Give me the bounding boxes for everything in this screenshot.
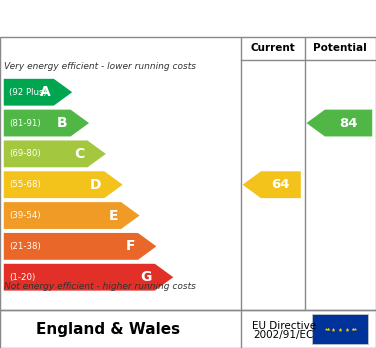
Text: (55-68): (55-68)	[9, 180, 41, 189]
Text: (39-54): (39-54)	[9, 211, 41, 220]
Text: (69-80): (69-80)	[9, 149, 41, 158]
Text: (81-91): (81-91)	[9, 119, 41, 128]
Polygon shape	[4, 233, 156, 260]
Text: D: D	[90, 178, 101, 192]
Text: 2002/91/EC: 2002/91/EC	[254, 330, 314, 340]
Text: C: C	[74, 147, 85, 161]
Text: EU Directive: EU Directive	[252, 321, 316, 331]
Text: England & Wales: England & Wales	[36, 322, 180, 337]
Polygon shape	[306, 110, 372, 136]
Text: A: A	[40, 85, 51, 99]
Text: Not energy efficient - higher running costs: Not energy efficient - higher running co…	[4, 282, 196, 291]
Text: 84: 84	[339, 117, 358, 129]
Bar	[312, 314, 368, 344]
Text: 64: 64	[271, 178, 290, 191]
Text: Potential: Potential	[314, 43, 367, 53]
Polygon shape	[4, 264, 173, 291]
Text: (92 Plus): (92 Plus)	[9, 88, 47, 97]
Text: Energy Efficiency Rating: Energy Efficiency Rating	[64, 9, 312, 27]
Text: G: G	[141, 270, 152, 284]
Polygon shape	[4, 141, 106, 167]
Polygon shape	[4, 110, 89, 136]
Text: E: E	[109, 208, 118, 222]
Polygon shape	[4, 79, 72, 106]
Polygon shape	[4, 202, 139, 229]
Text: Current: Current	[250, 43, 295, 53]
Text: B: B	[57, 116, 68, 130]
Polygon shape	[243, 171, 301, 198]
Polygon shape	[4, 171, 123, 198]
Text: (21-38): (21-38)	[9, 242, 41, 251]
Text: Very energy efficient - lower running costs: Very energy efficient - lower running co…	[4, 62, 196, 71]
Text: F: F	[126, 239, 135, 253]
Text: (1-20): (1-20)	[9, 273, 36, 282]
